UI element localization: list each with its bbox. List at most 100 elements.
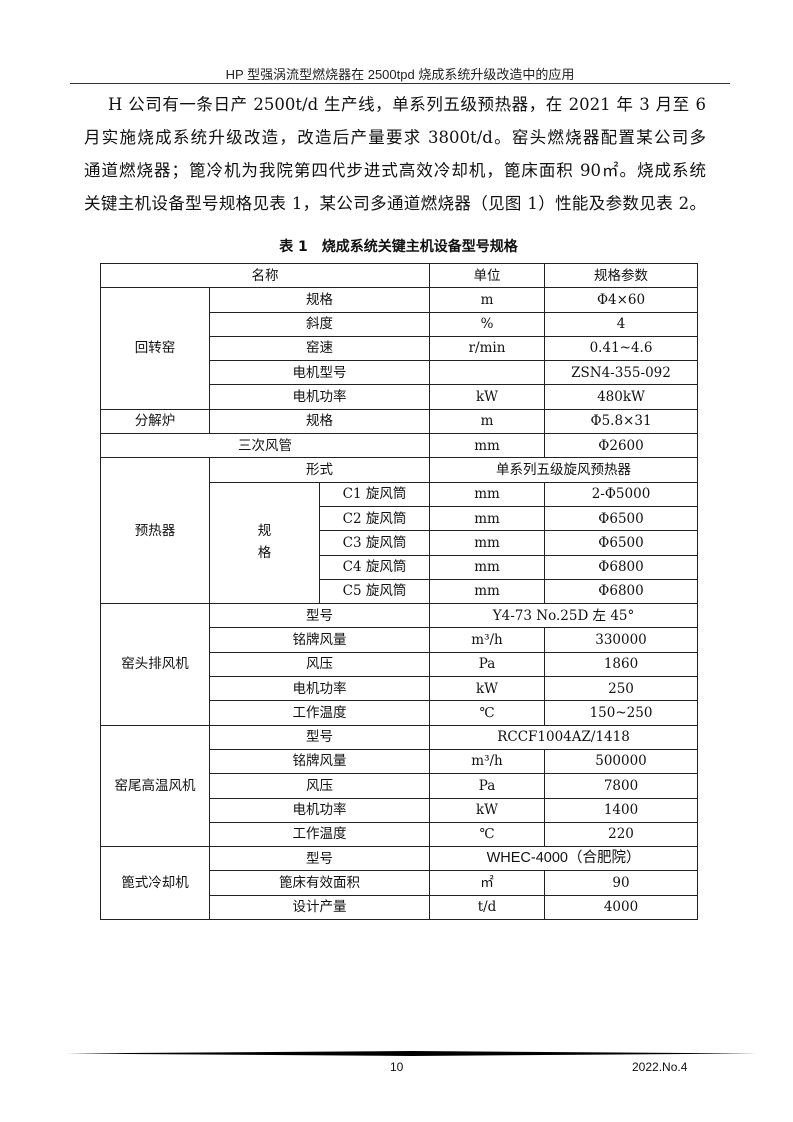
item: 规格 [208,408,431,435]
paragraph-line: 关键主机设备型号规格见表 1，某公司多通道燃烧器（见图 1）性能及参数见表 2。 [84,194,706,213]
table-row: 窑速 r/min 0.41~4.6 [101,335,699,362]
item: 窑速 [208,335,431,362]
unit: mm [429,505,546,532]
value: 480kW [544,384,699,410]
unit: mm [429,578,546,605]
group-label: 三次风管 [99,433,431,459]
unit: mm [429,554,546,580]
item: C2 旋风筒 [318,505,431,532]
group-label: 回转窑 [100,287,210,410]
table-row: 设计产量 t/d 4000 [101,894,699,921]
table-row: 窑尾高温风机 型号 RCCF1004AZ/1418 [100,724,699,848]
paragraph-line: 月实施烧成系统升级改造，改造后产量要求 3800t/d。窑头燃烧器配置某公司多 [84,128,706,147]
item: 工作温度 [208,821,431,848]
value: Y4-73 No.25D 左 45° [429,603,699,629]
unit: ℃ [429,700,546,726]
running-title: HP 型强涡流型燃烧器在 2500tpd 烧成系统升级改造中的应用 [225,67,575,82]
value: Φ6800 [544,578,699,605]
table-row: 工作温度 ℃ 150~250 [101,700,699,726]
issue-label: 2022.No.4 [632,1060,688,1074]
paragraph-line: 通道燃烧器；篦冷机为我院第四代步进式高效冷却机，篦床面积 90㎡。烧成系统 [84,161,706,180]
table-row: 斜度 % 4 [101,311,699,337]
table-row: 回转窑 规格 m Φ4×60 [100,287,699,410]
table-caption: 表 1 烧成系统关键主机设备型号规格 [279,239,518,255]
value: 4000 [544,894,699,921]
group-label: 分解炉 [100,408,210,435]
value: 7800 [544,773,699,799]
table-row: 规 格 C1 旋风筒 mm 2-Φ5000 [101,481,699,605]
value: Φ2600 [544,433,699,459]
paragraph-line: H 公司有一条日产 2500t/d 生产线，单系列五级预热器，在 2021 年 … [108,95,706,114]
item: C5 旋风筒 [318,578,431,605]
table-row: 窑头排风机 型号 Y4-73 No.25D 左 45° [100,603,699,726]
table-row: 电机功率 kW 250 [101,676,699,702]
table-row: 风压 Pa 7800 [101,773,699,799]
unit: kW [429,797,546,823]
unit: m³/h [429,748,546,775]
unit: m [429,408,546,435]
unit: Pa [429,773,546,799]
item: 设计产量 [208,894,431,921]
item: 斜度 [208,311,431,337]
item: 工作温度 [208,700,431,726]
item: 电机功率 [208,797,431,823]
value: 220 [544,821,699,848]
value: 250 [544,676,699,702]
item: 风压 [208,651,431,678]
item: 电机功率 [208,384,431,410]
unit: ㎡ [429,870,546,896]
unit: kW [429,676,546,702]
table-row: 三次风管 mm Φ2600 [99,433,699,459]
value: 2-Φ5000 [544,481,699,507]
value: Φ5.8×31 [544,408,699,435]
item: 形式 [208,457,431,483]
value: Φ6500 [544,530,699,556]
value: 500000 [544,748,699,775]
item: 型号 [208,846,431,872]
unit: r/min [429,335,546,362]
header-divider [70,83,730,84]
value: Φ6800 [544,554,699,580]
table-row: C2 旋风筒 mm Φ6500 [101,505,699,532]
header-name: 名称 [99,262,431,289]
unit: m [429,287,546,313]
table-row: 电机功率 kW 480kW [101,384,699,410]
value: 0.41~4.6 [544,335,699,362]
unit: % [429,311,546,337]
value: RCCF1004AZ/1418 [429,724,699,750]
table-row: 分解炉 规格 m Φ5.8×31 [100,408,699,435]
table-header-row: 名称 单位 规格参数 [99,262,699,289]
item: 型号 [208,724,431,750]
table-row: 预热器 形式 单系列五级旋风预热器 [100,457,699,605]
value: 1860 [544,651,699,678]
unit: m³/h [429,627,546,653]
item: 型号 [208,603,431,629]
unit: ℃ [429,821,546,848]
table-row: 铭牌风量 m³/h 500000 [101,748,699,775]
item: 风压 [208,773,431,799]
group-label: 窑头排风机 [100,603,210,726]
subgroup-label: 规 格 [209,481,320,605]
value: 330000 [544,627,699,653]
value: WHEC-4000（合肥院） [429,846,699,872]
unit: mm [429,530,546,556]
value: Φ4×60 [544,287,699,313]
unit: kW [429,384,546,410]
item: 电机功率 [208,676,431,702]
item: 规格 [208,287,431,313]
value: ZSN4-355-092 [544,360,699,386]
item: 铭牌风量 [208,748,431,775]
table-row: 铭牌风量 m³/h 330000 [101,627,699,653]
page-number: 10 [390,1060,404,1074]
unit: t/d [429,894,546,921]
unit: mm [429,481,546,507]
item: C1 旋风筒 [318,481,431,507]
item: C4 旋风筒 [318,554,431,580]
value: 90 [544,870,699,896]
value: 单系列五级旋风预热器 [429,457,699,483]
value: 4 [544,311,699,337]
value: 1400 [544,797,699,823]
item: 电机型号 [208,360,431,386]
header-unit: 单位 [429,262,546,289]
footer-divider [66,1051,757,1056]
